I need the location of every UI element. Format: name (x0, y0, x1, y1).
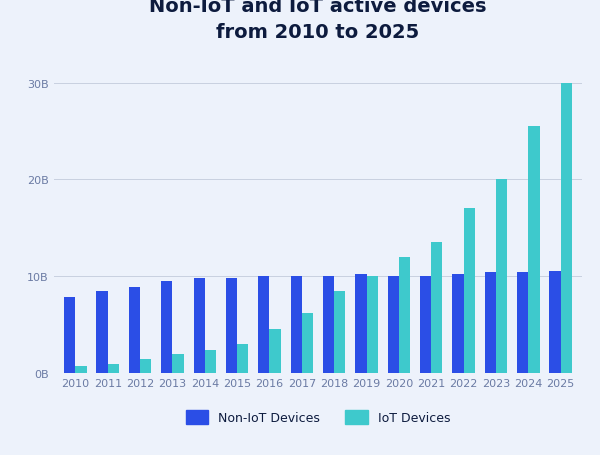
Bar (129, 287, 140, 373)
Bar (334, 291, 346, 373)
Bar (172, 354, 184, 373)
Bar (269, 330, 281, 373)
Bar (517, 273, 528, 373)
Bar (64, 298, 76, 373)
Bar (560, 84, 572, 373)
Bar (237, 344, 248, 373)
Bar (399, 257, 410, 373)
Bar (388, 277, 399, 373)
Bar (140, 359, 151, 373)
Bar (108, 364, 119, 373)
Bar (290, 277, 302, 373)
Bar (549, 272, 560, 373)
Legend: Non-IoT Devices, IoT Devices: Non-IoT Devices, IoT Devices (186, 410, 450, 424)
Bar (464, 209, 475, 373)
Bar (355, 275, 367, 373)
Bar (452, 275, 464, 373)
Bar (258, 277, 269, 373)
Bar (194, 278, 205, 373)
Bar (76, 366, 87, 373)
Bar (205, 350, 216, 373)
Bar (528, 127, 539, 373)
Bar (367, 277, 378, 373)
Title: Non-IoT and IoT active devices
from 2010 to 2025: Non-IoT and IoT active devices from 2010… (149, 0, 487, 42)
Bar (420, 277, 431, 373)
Bar (323, 277, 334, 373)
Bar (431, 243, 442, 373)
Bar (97, 291, 108, 373)
Bar (226, 278, 237, 373)
Bar (485, 273, 496, 373)
Bar (302, 313, 313, 373)
Bar (496, 180, 507, 373)
Bar (161, 281, 172, 373)
